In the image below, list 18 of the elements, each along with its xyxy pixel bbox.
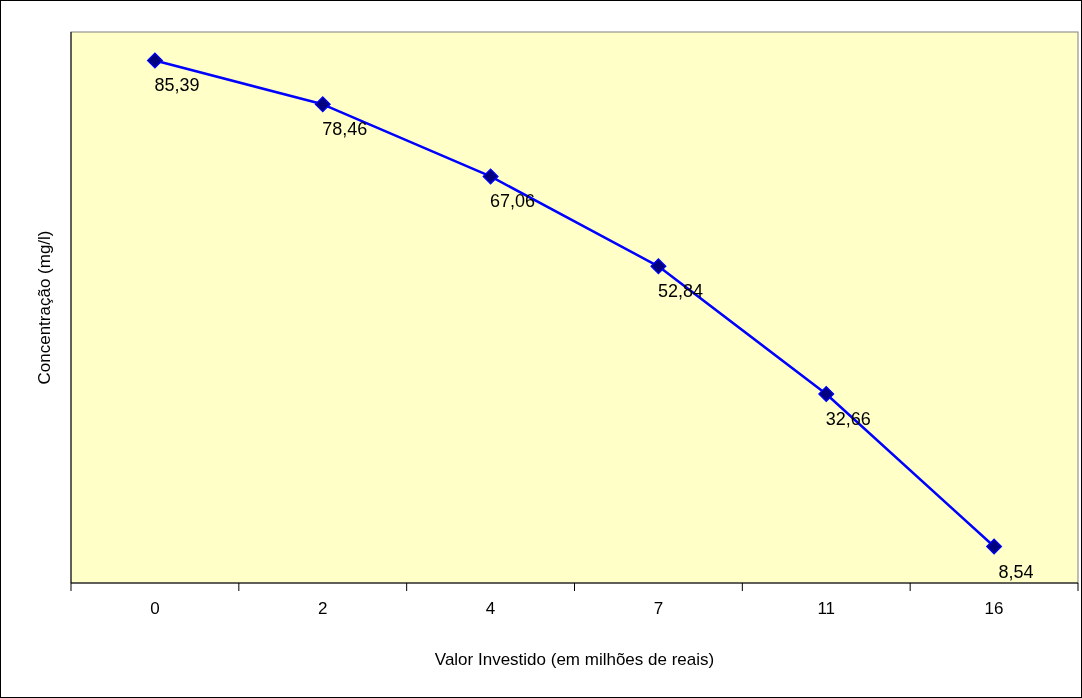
data-label: 85,39: [154, 75, 200, 96]
data-label: 78,46: [322, 119, 368, 140]
x-tick-label: 7: [653, 599, 664, 618]
point: [314, 96, 331, 113]
x-tick-label: 0: [150, 599, 160, 618]
x-axis-title: Valor Investido (em milhões de reais): [434, 650, 715, 669]
point: [650, 258, 667, 275]
point: [482, 168, 499, 185]
data-label: 67,06: [490, 191, 536, 212]
x-tick-label: 2: [318, 599, 328, 618]
y-axis-title: Concentração (mg/l): [35, 230, 54, 385]
point: [818, 385, 835, 403]
x-tick-label: 4: [485, 599, 496, 618]
x-tick-label: 11: [817, 599, 836, 618]
data-label: 8,54: [998, 561, 1034, 582]
point: [146, 52, 163, 69]
point: [986, 538, 1003, 555]
x-tick-label: 16: [984, 599, 1004, 618]
